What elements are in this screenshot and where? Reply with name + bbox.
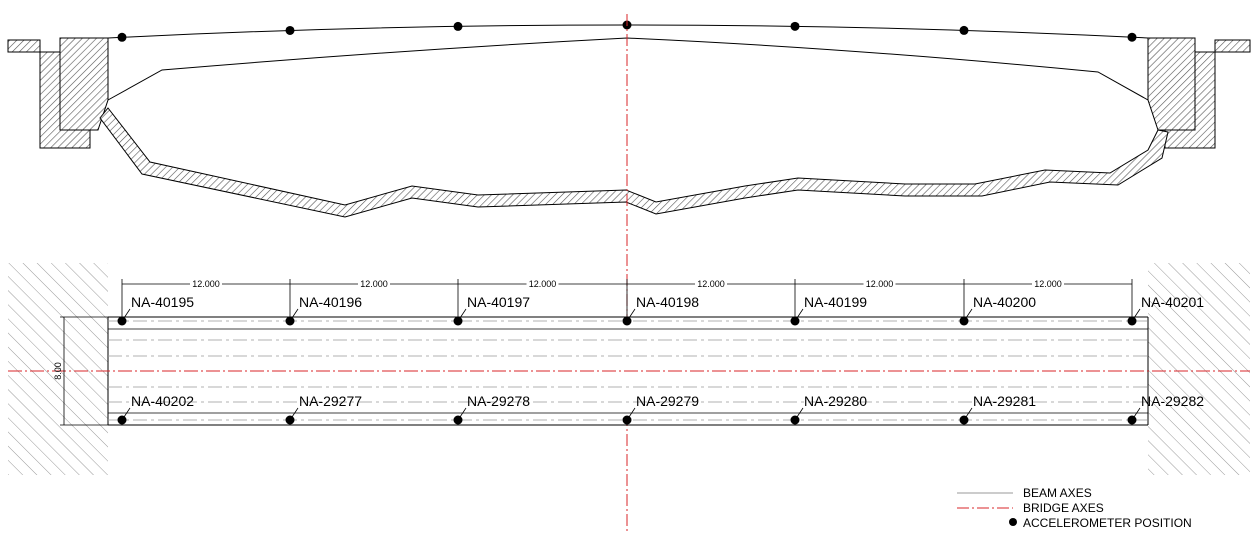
plan-view: 8.00 12.000 12.000 12.000 12.000 12.000 12.00… <box>8 263 1250 475</box>
legend-beam-axes-label: BEAM AXES <box>1023 486 1092 500</box>
sensor-label: NA-29282 <box>1141 393 1204 409</box>
legend: BEAM AXES BRIDGE AXES ACCELEROMETER POSI… <box>957 486 1192 530</box>
sensor-label: NA-40199 <box>804 294 867 310</box>
dimension-label: 12.000 <box>866 279 894 289</box>
accelerometer-point <box>959 415 969 425</box>
accelerometer-point <box>453 316 463 326</box>
elevation-accelerometer-point <box>959 25 969 35</box>
dimension-label: 12.000 <box>529 279 557 289</box>
elevation-accelerometer-point <box>117 32 127 42</box>
accelerometer-point <box>285 316 295 326</box>
elevation-view <box>7 20 1251 218</box>
elevation-accelerometer-point <box>1127 32 1137 42</box>
sensor-label: NA-40201 <box>1141 294 1204 310</box>
sensor-label: NA-40198 <box>636 294 699 310</box>
accelerometer-point <box>1127 316 1137 326</box>
plan-bottom-sensors: NA-40202 NA-29277 NA-29278 NA-29279 NA-29280… <box>117 393 1204 425</box>
sensor-label: NA-40196 <box>299 294 362 310</box>
sensor-label: NA-29279 <box>636 393 699 409</box>
sensor-label: NA-29281 <box>973 393 1036 409</box>
accelerometer-point <box>117 415 127 425</box>
dimension-label-bg <box>190 279 222 288</box>
accelerometer-point <box>285 415 295 425</box>
dimension-label-bg <box>358 279 390 288</box>
sensor-label: NA-29278 <box>467 393 530 409</box>
deck-soffit <box>107 37 1149 101</box>
dimension-label: 12.000 <box>192 279 220 289</box>
width-dimension: 8.00 <box>53 316 108 426</box>
sensor-label: NA-29277 <box>299 393 362 409</box>
elevation-accelerometer-point <box>453 21 463 31</box>
dimension-chain: 12.000 12.000 12.000 12.000 12.000 12.000 <box>121 279 1133 320</box>
plan-top-sensors: NA-40195 NA-40196 NA-40197 NA-40198 NA-40199… <box>117 294 1204 326</box>
riverbed <box>99 107 1169 218</box>
elevation-accelerometer-point <box>790 21 800 31</box>
dimension-label: 12.000 <box>1034 279 1062 289</box>
dimension-label-bg <box>526 279 559 288</box>
dimension-label-bg <box>695 279 727 288</box>
accelerometer-point <box>622 316 632 326</box>
accelerometer-point <box>1127 415 1137 425</box>
sensor-label: NA-40195 <box>131 294 194 310</box>
right-abutment-wall <box>1147 37 1196 131</box>
accelerometer-point <box>959 316 969 326</box>
sensor-label: NA-29280 <box>804 393 867 409</box>
right-hatched-zone <box>1148 263 1250 475</box>
legend-bridge-axes-label: BRIDGE AXES <box>1023 501 1104 515</box>
left-hatched-zone <box>8 263 108 475</box>
legend-accelerometer-label: ACCELEROMETER POSITION <box>1023 516 1192 530</box>
legend-accelerometer-icon <box>1009 518 1017 526</box>
elevation-accelerometer-point <box>285 25 295 35</box>
dimension-label: 12.000 <box>360 279 388 289</box>
accelerometer-point <box>117 316 127 326</box>
width-label: 8.00 <box>53 362 63 380</box>
sensor-label: NA-40202 <box>131 393 194 409</box>
sensor-label: NA-40200 <box>973 294 1036 310</box>
accelerometer-point <box>790 316 800 326</box>
accelerometer-point <box>453 415 463 425</box>
accelerometer-point <box>790 415 800 425</box>
dimension-label-bg <box>1032 279 1064 288</box>
accelerometer-point <box>622 415 632 425</box>
dimension-label: 12.000 <box>697 279 725 289</box>
dimension-label-bg <box>863 279 896 288</box>
sensor-label: NA-40197 <box>467 294 530 310</box>
